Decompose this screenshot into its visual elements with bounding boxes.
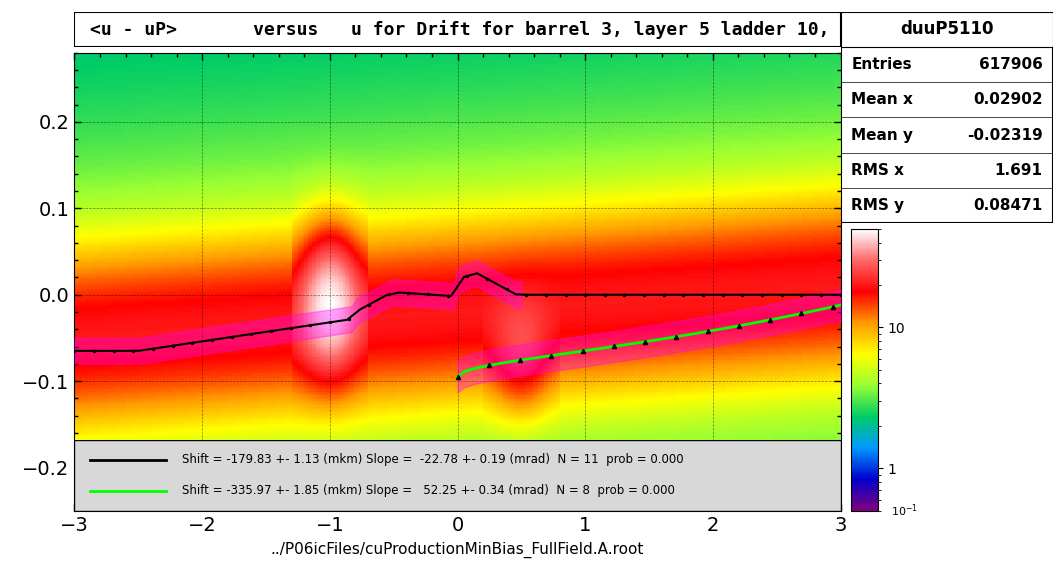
Text: $10^{-1}$: $10^{-1}$ [892,502,918,519]
Text: -0.02319: -0.02319 [967,127,1043,143]
Text: Shift = -179.83 +- 1.13 (mkm) Slope =  -22.78 +- 0.19 (mrad)  N = 11  prob = 0.0: Shift = -179.83 +- 1.13 (mkm) Slope = -2… [182,454,683,467]
Text: 1.691: 1.691 [995,163,1043,178]
Text: RMS y: RMS y [851,198,904,213]
Text: Mean y: Mean y [851,127,913,143]
Text: 617906: 617906 [979,57,1043,72]
X-axis label: ../P06icFiles/cuProductionMinBias_FullField.A.root: ../P06icFiles/cuProductionMinBias_FullFi… [271,541,644,558]
Text: RMS x: RMS x [851,163,904,178]
Text: Entries: Entries [851,57,912,72]
Text: 0.08471: 0.08471 [974,198,1043,213]
Text: Mean x: Mean x [851,92,913,107]
Text: 0.02902: 0.02902 [974,92,1043,107]
Text: Shift = -335.97 +- 1.85 (mkm) Slope =   52.25 +- 0.34 (mrad)  N = 8  prob = 0.00: Shift = -335.97 +- 1.85 (mkm) Slope = 52… [182,484,675,497]
Bar [841,12,1053,47]
Text: duuP5110: duuP5110 [900,21,994,38]
Text: <u - uP>       versus   u for Drift for barrel 3, layer 5 ladder 10, wafer 1: <u - uP> versus u for Drift for barrel 3… [89,20,916,39]
